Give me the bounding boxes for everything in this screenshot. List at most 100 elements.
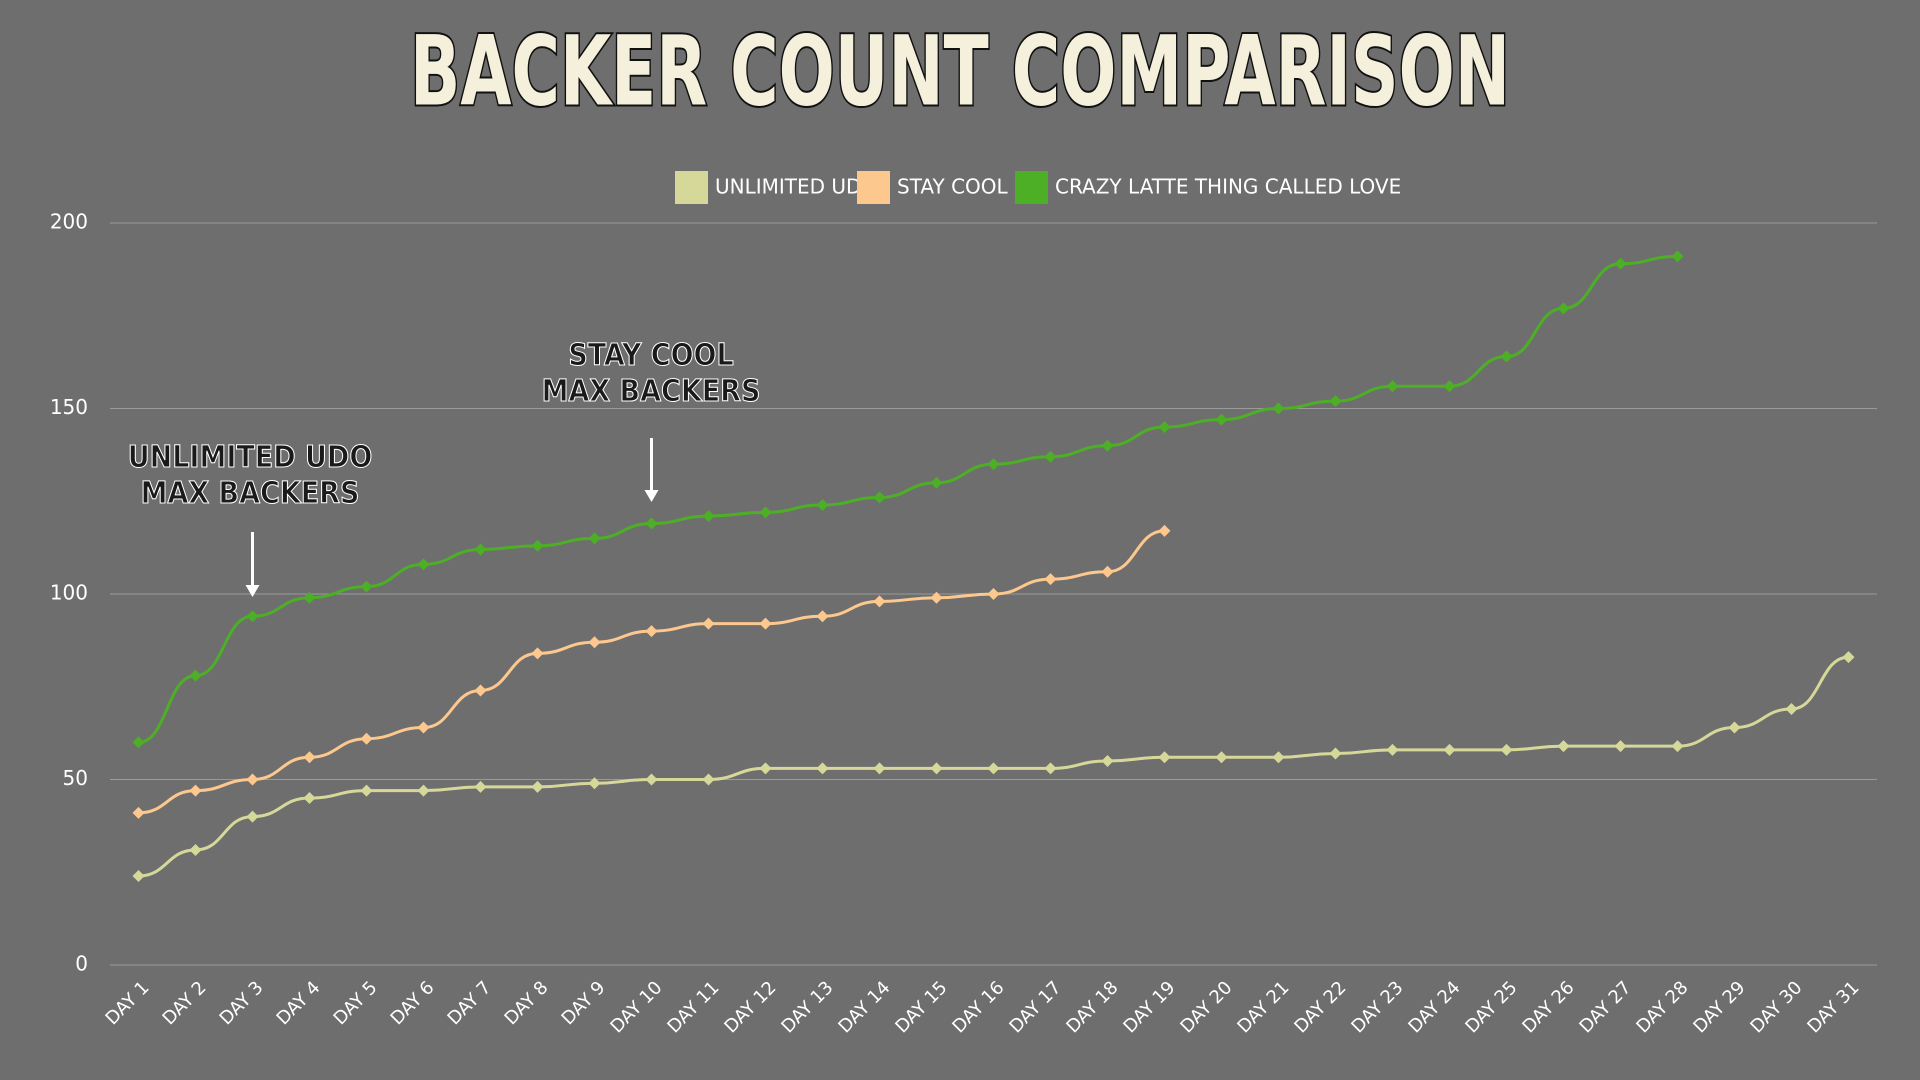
x-tick-label: DAY 13	[777, 977, 837, 1037]
data-point	[1614, 740, 1627, 753]
legend-label: UNLIMITED UDO	[715, 175, 877, 199]
data-point	[645, 517, 658, 530]
data-point	[759, 617, 772, 630]
series-line	[138, 254, 1678, 744]
series-line	[138, 529, 1165, 815]
data-point	[1443, 743, 1456, 756]
x-tick-label: DAY 23	[1347, 977, 1407, 1037]
x-tick-label: DAY 18	[1062, 977, 1122, 1037]
data-point	[1044, 573, 1057, 586]
y-tick-label: 50	[63, 766, 88, 790]
data-point	[816, 498, 829, 511]
data-point	[1272, 751, 1285, 764]
x-tick-label: DAY 7	[443, 977, 495, 1029]
data-point	[930, 476, 943, 489]
x-tick-label: DAY 15	[891, 977, 951, 1037]
data-point	[303, 591, 316, 604]
data-point	[474, 684, 487, 697]
legend-swatch	[857, 171, 890, 204]
data-point	[1158, 421, 1171, 434]
data-point	[1671, 740, 1684, 753]
data-point	[189, 784, 202, 797]
data-point	[246, 810, 259, 823]
data-point	[816, 610, 829, 623]
data-point	[759, 506, 772, 519]
data-point	[702, 510, 715, 523]
legend-label: STAY COOL	[897, 175, 1009, 199]
data-point	[759, 762, 772, 775]
data-point	[474, 543, 487, 556]
data-point	[246, 610, 259, 623]
data-point	[873, 762, 886, 775]
x-tick-label: DAY 9	[557, 977, 609, 1029]
x-tick-label: DAY 22	[1290, 977, 1350, 1037]
data-point	[1215, 413, 1228, 426]
x-tick-label: DAY 8	[500, 977, 552, 1029]
data-point	[303, 751, 316, 764]
data-point	[132, 736, 145, 749]
y-tick-label: 150	[50, 395, 88, 419]
data-point	[1044, 762, 1057, 775]
data-point	[360, 732, 373, 745]
x-tick-label: DAY 10	[606, 977, 666, 1037]
data-point	[873, 595, 886, 608]
data-point	[987, 458, 1000, 471]
x-tick-label: DAY 12	[720, 977, 780, 1037]
chart-title: BACKER COUNT COMPARISON	[410, 15, 1510, 127]
legend-label: CRAZY LATTE THING CALLED LOVE	[1055, 175, 1401, 199]
x-tick-label: DAY 20	[1176, 977, 1236, 1037]
data-point	[588, 532, 601, 545]
y-tick-label: 0	[75, 952, 88, 976]
data-point	[588, 777, 601, 790]
data-point	[1614, 257, 1627, 270]
annotation: STAY COOL MAX BACKERS	[541, 338, 761, 410]
data-point	[1329, 395, 1342, 408]
data-point	[1500, 350, 1513, 363]
data-point	[1728, 721, 1741, 734]
annotation: UNLIMITED UDO MAX BACKERS	[127, 440, 373, 512]
data-point	[1101, 439, 1114, 452]
x-tick-label: DAY 3	[215, 977, 267, 1029]
data-point	[1101, 754, 1114, 767]
data-point	[1329, 747, 1342, 760]
data-point	[816, 762, 829, 775]
data-point	[1443, 380, 1456, 393]
data-point	[987, 762, 1000, 775]
legend-swatch	[675, 171, 708, 204]
data-point	[132, 869, 145, 882]
data-point	[1842, 651, 1855, 664]
data-point	[531, 539, 544, 552]
data-point	[360, 580, 373, 593]
data-point	[189, 843, 202, 856]
data-point	[474, 780, 487, 793]
x-tick-label: DAY 11	[663, 977, 723, 1037]
x-tick-label: DAY 16	[948, 977, 1008, 1037]
data-point	[702, 617, 715, 630]
data-point	[246, 773, 259, 786]
data-point	[645, 625, 658, 638]
x-tick-label: DAY 5	[329, 977, 381, 1029]
y-tick-label: 200	[50, 210, 88, 234]
data-point	[531, 780, 544, 793]
data-point	[588, 636, 601, 649]
data-point	[1785, 703, 1798, 716]
data-point	[1044, 450, 1057, 463]
data-point	[1215, 751, 1228, 764]
data-point	[1101, 565, 1114, 578]
x-tick-label: DAY 14	[834, 977, 894, 1037]
annotation-arrowhead	[245, 585, 260, 597]
x-tick-label: DAY 6	[386, 977, 438, 1029]
legend-swatch	[1015, 171, 1048, 204]
x-tick-label: DAY 31	[1803, 977, 1863, 1037]
data-point	[1386, 743, 1399, 756]
x-tick-label: DAY 21	[1233, 977, 1293, 1037]
x-tick-label: DAY 2	[158, 977, 210, 1029]
x-tick-label: DAY 27	[1575, 977, 1635, 1037]
data-point	[1158, 524, 1171, 537]
data-point	[1158, 751, 1171, 764]
data-point	[987, 588, 1000, 600]
data-point	[1386, 380, 1399, 393]
x-tick-label: DAY 29	[1689, 977, 1749, 1037]
